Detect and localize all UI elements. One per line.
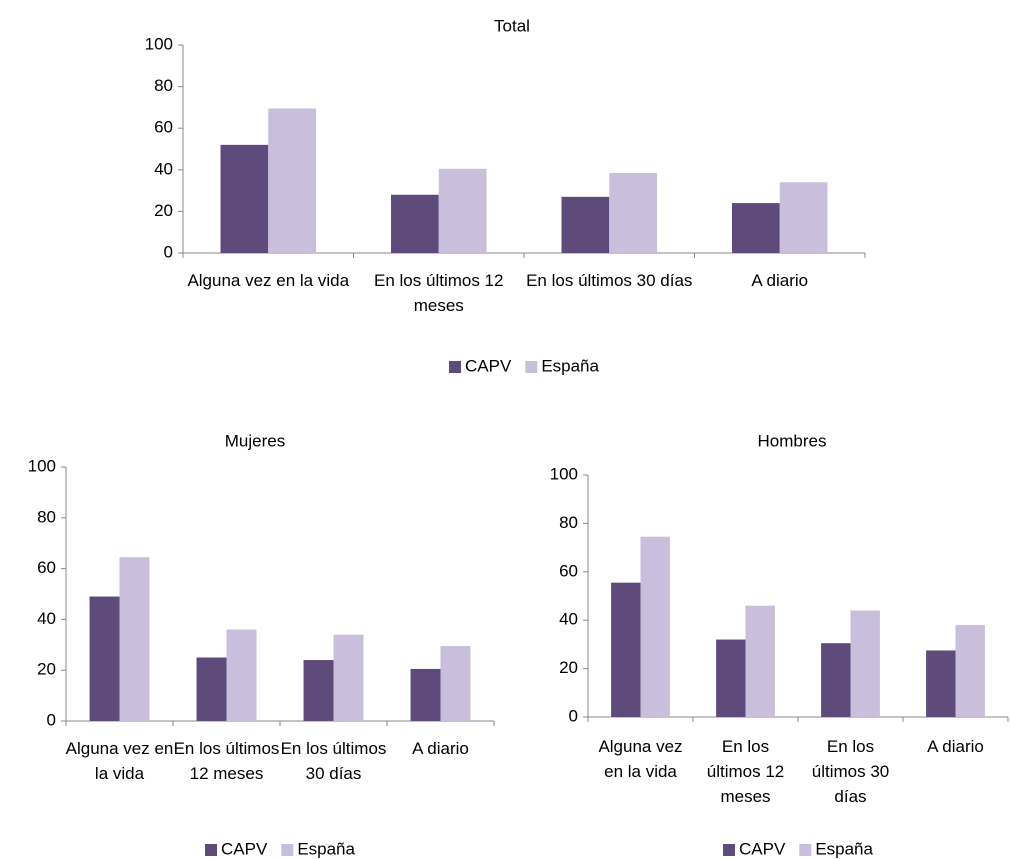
x-tick-label-box: En los últimos 12 meses — [706, 737, 785, 806]
y-tick-label: 100 — [145, 34, 173, 53]
x-tick-label: En los últimos 30 días — [280, 739, 387, 783]
y-tick-label: 100 — [28, 456, 56, 475]
legend-label: CAPV — [221, 839, 268, 858]
chart-title: Hombres — [758, 431, 827, 450]
bar — [609, 172, 657, 253]
bar — [333, 634, 364, 721]
x-tick-label-box: Alguna vez en la vida — [598, 737, 683, 781]
x-tick-label-box: A diario — [412, 739, 469, 758]
x-tick-label: En los últimos 12 meses — [706, 737, 785, 806]
legend-label: CAPV — [739, 839, 786, 858]
legend-swatch — [723, 844, 736, 856]
x-tick-label: En los últimos 12 meses — [374, 271, 504, 315]
x-tick-label-box: En los últimos 12 meses — [173, 739, 280, 783]
legend-swatch — [281, 844, 294, 856]
x-tick-label: Alguna vez en la vida — [187, 271, 350, 290]
legend-label: CAPV — [465, 356, 512, 375]
bar — [926, 650, 956, 717]
y-tick-label: 80 — [559, 513, 578, 532]
bar — [268, 108, 316, 253]
y-tick-label: 60 — [154, 118, 173, 137]
bar — [440, 646, 471, 721]
y-tick-label: 60 — [559, 561, 578, 580]
y-tick-label: 100 — [550, 464, 578, 483]
x-tick-label: A diario — [751, 271, 809, 290]
legend: CAPV España — [723, 839, 874, 858]
x-tick-label: A diario — [927, 737, 984, 756]
bar — [89, 596, 120, 721]
y-tick-label: 40 — [154, 159, 173, 178]
y-tick-label: 40 — [37, 609, 56, 628]
bar — [955, 625, 985, 717]
bar — [220, 144, 269, 253]
y-tick-label: 40 — [559, 610, 578, 629]
x-tick-label-box: En los últimos 30 días — [811, 737, 890, 806]
x-tick-label: Alguna vez en la vida — [598, 737, 683, 781]
legend-swatch — [799, 844, 812, 856]
x-tick-label-box: En los últimos 30 días — [280, 739, 387, 783]
x-tick-label-box: Alguna vez en la vida — [65, 739, 174, 783]
legend-swatch — [525, 361, 538, 373]
x-tick-label-box: Alguna vez en la vida — [187, 271, 350, 290]
bar — [303, 660, 334, 721]
x-tick-label: En los últimos 30 días — [526, 271, 693, 290]
y-tick-label: 20 — [559, 658, 578, 677]
legend-label: España — [297, 839, 355, 858]
y-tick-label: 60 — [37, 558, 56, 577]
bar — [716, 639, 746, 717]
legend-swatch — [205, 844, 218, 856]
legend: CAPV España — [449, 356, 600, 375]
bar — [196, 657, 227, 721]
bar — [561, 196, 610, 253]
y-tick-label: 0 — [47, 710, 56, 729]
bar — [745, 605, 775, 717]
bar — [640, 536, 670, 717]
x-tick-label-box: A diario — [751, 271, 809, 290]
bar — [779, 182, 828, 253]
x-tick-label: Alguna vez en la vida — [65, 739, 174, 783]
y-tick-label: 0 — [164, 242, 173, 261]
bar — [821, 643, 851, 717]
y-tick-label: 20 — [37, 660, 56, 679]
x-tick-label-box: En los últimos 12 meses — [374, 271, 504, 315]
bar — [611, 582, 641, 717]
bar — [850, 610, 880, 717]
legend-label: España — [815, 839, 873, 858]
x-tick-label: A diario — [412, 739, 469, 758]
legend-label: España — [541, 356, 599, 375]
legend: CAPV España — [205, 839, 356, 858]
bar — [410, 668, 441, 721]
y-tick-label: 20 — [154, 201, 173, 220]
legend-swatch — [449, 361, 462, 373]
bar — [732, 203, 780, 253]
y-tick-label: 80 — [154, 76, 173, 95]
x-tick-label-box: En los últimos 30 días — [526, 271, 693, 290]
bar — [438, 168, 487, 253]
chart-title: Total — [494, 16, 530, 35]
bar — [391, 194, 439, 253]
y-tick-label: 80 — [37, 507, 56, 526]
bar — [119, 557, 150, 721]
x-tick-label: En los últimos 30 días — [811, 737, 890, 806]
x-tick-label-box: A diario — [927, 737, 984, 756]
chart-title: Mujeres — [225, 431, 285, 450]
x-tick-label: En los últimos 12 meses — [173, 739, 280, 783]
y-tick-label: 0 — [569, 706, 578, 725]
bar — [226, 629, 257, 721]
